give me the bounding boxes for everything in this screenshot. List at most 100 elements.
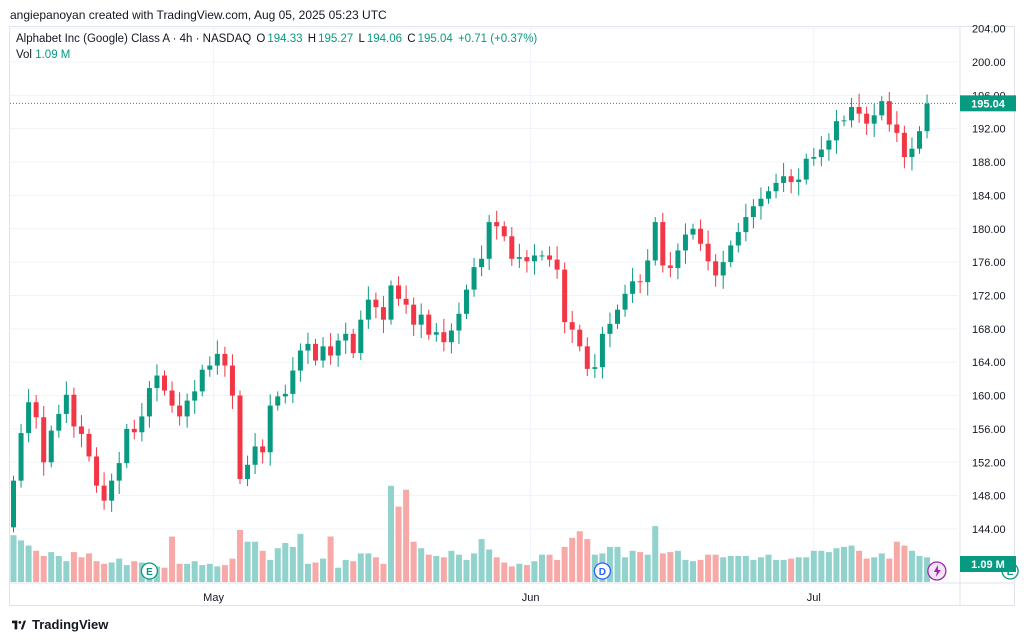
volume-bar	[690, 561, 696, 582]
candle-body	[652, 222, 658, 261]
volume-bar	[486, 549, 493, 582]
volume-bar	[372, 557, 379, 582]
time-axis: MayJunJulAug	[203, 592, 821, 604]
volume-bar	[350, 561, 357, 582]
volume-bar	[93, 561, 100, 582]
candle-body	[290, 370, 296, 394]
candle-body	[229, 365, 235, 396]
last-price-tag	[960, 95, 1016, 112]
volume-bar	[440, 557, 447, 582]
volume-bar	[108, 562, 115, 582]
y-tick-label: 144.00	[972, 524, 1006, 536]
volume-bar	[667, 552, 674, 582]
volume-bar	[78, 557, 85, 582]
candle-body	[418, 314, 424, 325]
volume-bar	[924, 557, 931, 582]
candle-body	[569, 322, 575, 330]
y-tick-label: 156.00	[972, 424, 1006, 436]
volume-bars	[10, 485, 931, 582]
candle-body	[146, 388, 152, 417]
candle-body	[871, 115, 877, 124]
y-tick-label: 152.00	[972, 457, 1006, 469]
candle-body	[169, 390, 175, 406]
candle-body	[131, 428, 137, 433]
volume-bar	[871, 557, 878, 582]
lightning-icon	[933, 565, 941, 577]
candle-body	[826, 140, 832, 150]
candle-body	[637, 281, 643, 283]
volume-bar	[629, 550, 636, 582]
volume-bar	[267, 559, 274, 582]
candle-body	[901, 132, 907, 158]
candle-body	[879, 101, 885, 116]
y-tick-label: 168.00	[972, 324, 1006, 336]
volume-bar	[606, 546, 613, 582]
volume-bar	[516, 563, 523, 582]
candle-body	[856, 106, 862, 114]
candle-body	[139, 416, 145, 433]
volume-bar	[614, 546, 621, 582]
symbol-legend: Alphabet Inc (Google) Class A · 4h · NAS…	[16, 33, 539, 45]
candle-body	[214, 353, 220, 366]
candle-body	[494, 222, 500, 227]
candle-body	[713, 261, 719, 276]
volume-bar	[478, 539, 485, 582]
volume-bar	[365, 553, 372, 582]
volume-bar	[697, 559, 704, 582]
last-price-label: 195.04	[971, 98, 1006, 110]
candle-body	[660, 222, 666, 266]
volume-bar	[86, 553, 92, 582]
volume-bar	[825, 552, 832, 582]
candle-body	[403, 298, 409, 305]
candle-body	[275, 396, 281, 406]
candle-body	[388, 285, 394, 320]
volume-bar	[863, 558, 870, 582]
change-value: +0.71 (+0.37%)	[457, 33, 538, 45]
volume-bar	[63, 561, 70, 582]
candle-body	[245, 464, 251, 479]
x-tick-label: Jun	[522, 592, 540, 604]
candle-body	[365, 299, 371, 320]
candle-body	[743, 217, 749, 233]
high-label: H	[307, 33, 317, 45]
volume-bar	[395, 506, 402, 582]
volume-bar	[70, 552, 77, 582]
candle-body	[207, 365, 213, 370]
open-value: 194.33	[267, 33, 303, 45]
candle-body	[199, 369, 205, 392]
volume-bar	[282, 543, 289, 582]
volume-bar	[833, 548, 840, 582]
y-tick-label: 188.00	[972, 157, 1006, 169]
candle-body	[698, 228, 704, 244]
volume-bar	[773, 559, 780, 582]
volume-bar	[712, 554, 719, 582]
x-tick-label: May	[203, 592, 224, 604]
volume-bar	[501, 562, 508, 582]
candle-body	[441, 332, 447, 343]
dividend-marker	[593, 562, 612, 580]
candle-body	[464, 289, 469, 314]
candle-body	[630, 281, 636, 294]
high-value: 195.27	[318, 33, 354, 45]
candle-body	[924, 103, 930, 132]
candle-body	[675, 250, 681, 268]
candle-body	[788, 176, 794, 183]
candle-body	[162, 375, 167, 391]
y-tick-label: 192.00	[972, 124, 1006, 136]
tradingview-logo[interactable]: TradingView	[12, 617, 108, 632]
volume-bar	[818, 550, 825, 582]
candle-body	[154, 375, 160, 389]
volume-bar	[184, 563, 191, 582]
candle-body	[192, 391, 198, 401]
candle-body	[554, 259, 560, 270]
volume-legend: Vol 1.09 M	[16, 49, 70, 61]
volume-bar	[742, 556, 749, 582]
volume-bar	[765, 554, 772, 582]
candle-body	[305, 343, 311, 351]
candle-body	[222, 353, 228, 366]
candle-body	[486, 222, 492, 259]
volume-bar	[908, 550, 915, 582]
candle-body	[682, 234, 688, 251]
price-axis: 204.00200.00196.00192.00188.00184.00180.…	[960, 24, 1016, 572]
